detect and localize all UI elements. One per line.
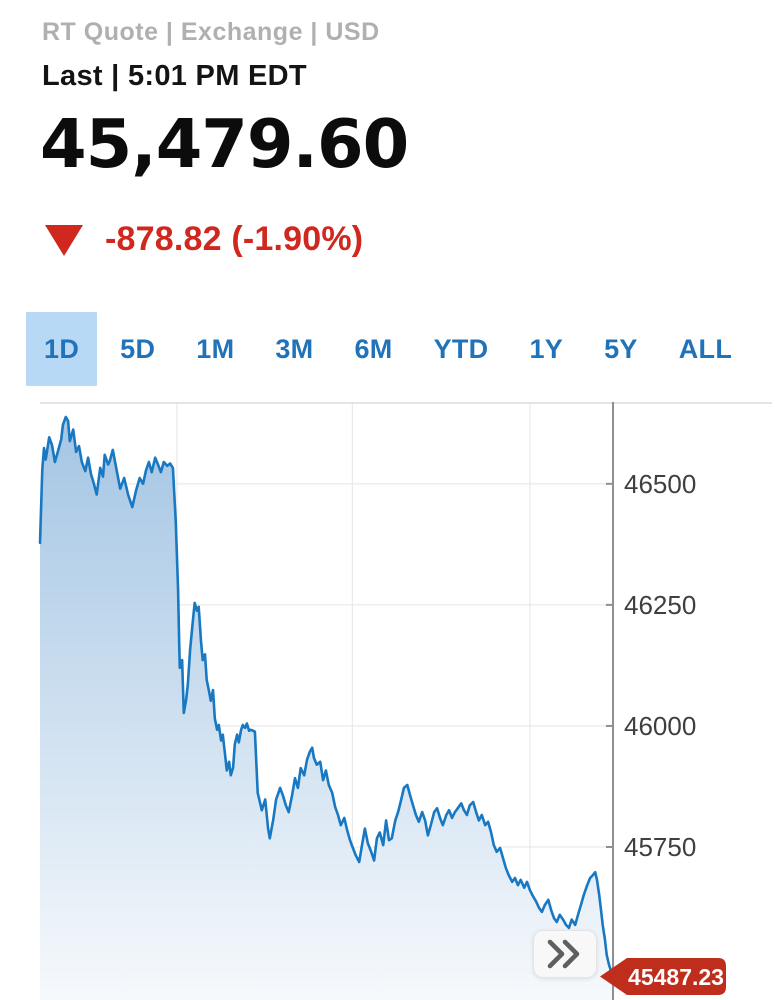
double-chevron-right-icon bbox=[547, 939, 580, 969]
tab-ytd[interactable]: YTD bbox=[433, 333, 489, 364]
tab-6m[interactable]: 6M bbox=[354, 333, 393, 364]
tab-5d[interactable]: 5D bbox=[120, 333, 156, 364]
price-line bbox=[38, 415, 615, 976]
y-axis-label: 46000 bbox=[624, 711, 696, 741]
y-axis-label: 45750 bbox=[624, 832, 696, 862]
tab-1d[interactable]: 1D bbox=[26, 312, 98, 386]
tab-1y[interactable]: 1Y bbox=[529, 333, 564, 364]
expand-chart-button[interactable] bbox=[533, 930, 597, 978]
quote-meta: RT Quote | Exchange | USD bbox=[42, 18, 380, 46]
last-price: 45,479.60 bbox=[40, 105, 409, 183]
price-change-row: -878.82 (-1.90%) bbox=[45, 218, 363, 260]
tab-5y[interactable]: 5Y bbox=[604, 333, 638, 364]
tab-3m[interactable]: 3M bbox=[275, 333, 314, 364]
last-price-tag: 45487.23 bbox=[600, 958, 726, 995]
price-change: -878.82 (-1.90%) bbox=[105, 219, 364, 258]
last-timestamp: Last | 5:01 PM EDT bbox=[42, 60, 307, 92]
y-axis-label: 46250 bbox=[624, 590, 696, 620]
tab-1m[interactable]: 1M bbox=[196, 333, 235, 364]
y-axis-label: 46500 bbox=[624, 469, 696, 499]
price-tag-shape bbox=[600, 958, 726, 995]
down-arrow-icon bbox=[45, 224, 83, 256]
price-tag-label: 45487.23 bbox=[628, 964, 724, 990]
tab-all[interactable]: ALL bbox=[678, 333, 733, 364]
timeframe-tabs: 1D 5D 1M 3M 6M YTD 1Y 5Y ALL bbox=[26, 312, 733, 386]
area-fill bbox=[40, 417, 613, 1000]
price-chart-svg: 46500 46250 46000 45750 bbox=[38, 402, 772, 1000]
price-chart[interactable]: 46500 46250 46000 45750 bbox=[0, 402, 775, 1000]
